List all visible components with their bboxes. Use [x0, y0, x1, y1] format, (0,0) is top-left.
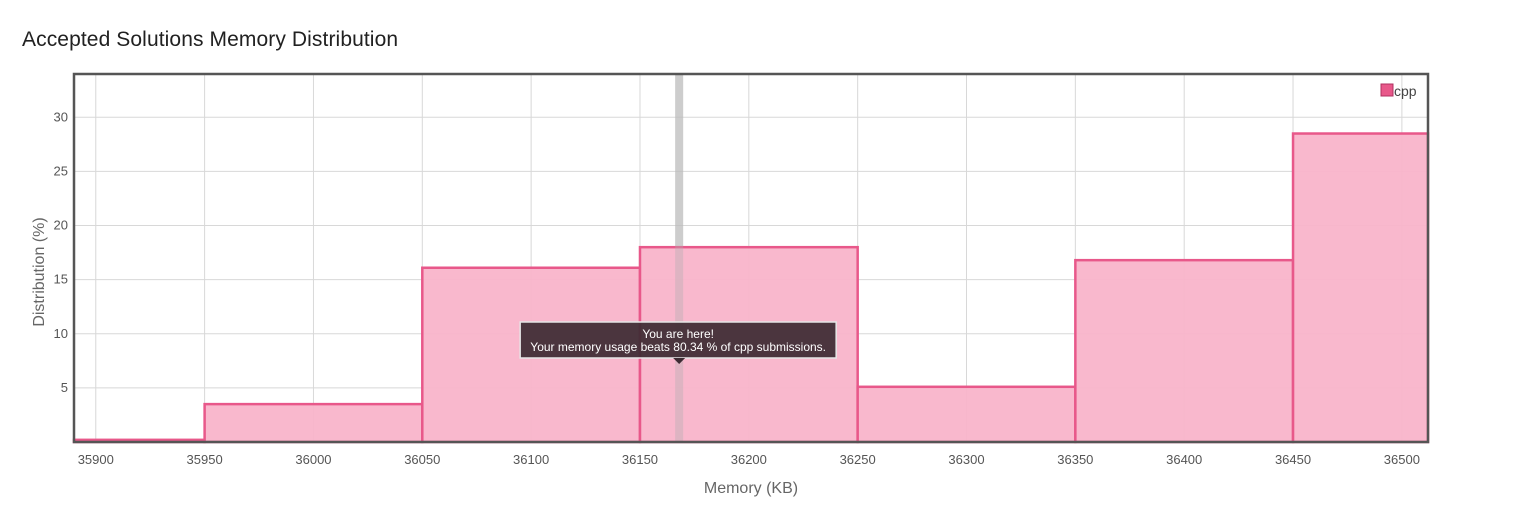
histogram-bar: [203, 402, 424, 444]
x-tick-label: 36300: [948, 452, 984, 467]
tooltip-box: [519, 321, 837, 359]
y-tick-label: 25: [54, 163, 68, 178]
tooltip-message: Your memory usage beats 80.34 % of cpp s…: [530, 340, 826, 354]
x-tick-label: 36100: [513, 452, 549, 467]
plot-frame: [72, 72, 1430, 444]
page-title: Accepted Solutions Memory Distribution: [22, 28, 399, 51]
x-tick-label: 36400: [1166, 452, 1202, 467]
histogram-bar: [1291, 132, 1430, 444]
x-tick-label: 36450: [1275, 452, 1311, 467]
y-tick-label: 5: [61, 380, 68, 395]
x-tick-label: 35900: [78, 452, 114, 467]
legend[interactable]: cpp: [1380, 83, 1417, 99]
x-tick-label: 36350: [1057, 452, 1093, 467]
x-axis-title: Memory (KB): [704, 480, 798, 497]
x-tick-label: 36500: [1384, 452, 1420, 467]
legend-label-cpp[interactable]: cpp: [1394, 83, 1417, 99]
x-tick-label: 36150: [622, 452, 658, 467]
y-tick-label: 10: [54, 326, 68, 341]
tooltip-title: You are here!: [642, 327, 714, 341]
y-tick-label: 20: [54, 218, 68, 233]
histogram-bar: [856, 385, 1077, 444]
histogram-bar: [1074, 258, 1295, 444]
x-tick-label: 36000: [295, 452, 331, 467]
tooltip-arrow: [673, 358, 686, 364]
y-tick-label: 30: [54, 109, 68, 124]
x-tick-label: 36200: [731, 452, 767, 467]
x-tick-label: 35950: [187, 452, 223, 467]
x-tick-label: 36050: [404, 452, 440, 467]
x-tick-label: 36250: [840, 452, 876, 467]
you-are-here-tooltip: You are here! Your memory usage beats 80…: [519, 321, 837, 364]
y-axis-title: Distribution (%): [31, 217, 48, 326]
y-axis-ticks: 5 10 15 20 25 30: [54, 109, 68, 395]
x-axis-ticks: 35900 35950 36000 36050 36100 36150 36200 36250…: [78, 452, 1420, 467]
legend-swatch-cpp[interactable]: [1380, 83, 1394, 97]
you-are-here-marker-overlay: [675, 74, 684, 442]
histogram-bars: [72, 74, 1430, 444]
y-tick-label: 15: [54, 272, 68, 287]
